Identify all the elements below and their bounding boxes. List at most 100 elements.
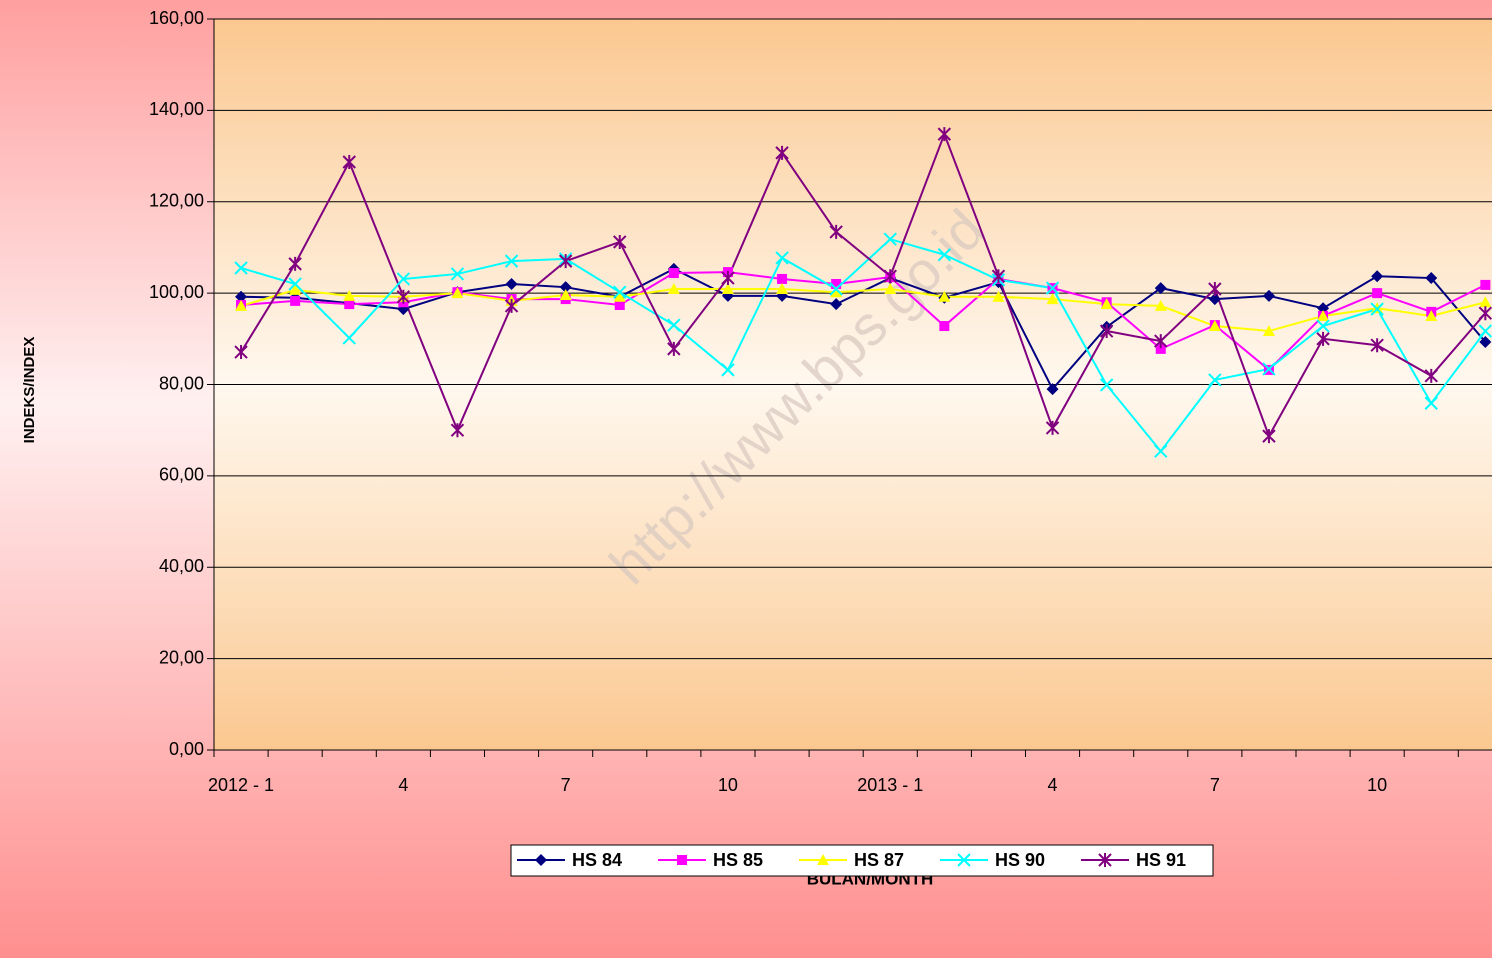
data-point	[504, 298, 519, 313]
data-point	[883, 269, 897, 284]
data-point	[830, 286, 843, 298]
data-point	[1478, 324, 1492, 338]
data-point	[1099, 324, 1114, 339]
data-point	[342, 331, 356, 345]
data-point	[344, 299, 355, 310]
data-point	[777, 273, 788, 284]
data-point	[289, 283, 302, 295]
data-point	[1479, 296, 1492, 308]
data-point	[1208, 282, 1222, 297]
data-point	[1316, 331, 1330, 346]
data-point	[1425, 272, 1438, 285]
data-point	[884, 283, 897, 295]
y-tick-label: 0,00	[169, 739, 204, 759]
data-point	[505, 277, 518, 290]
data-point	[450, 267, 465, 281]
x-tick-label: 7	[1210, 775, 1220, 795]
data-point	[1317, 309, 1330, 321]
data-point	[1424, 368, 1438, 383]
data-point	[396, 289, 411, 304]
data-point	[559, 281, 572, 294]
x-tick-label: 2013 - 1	[857, 775, 923, 795]
legend-label: HS 90	[995, 850, 1045, 870]
y-tick-label: 120,00	[149, 191, 204, 211]
data-point	[290, 295, 301, 306]
data-point	[829, 282, 843, 296]
data-point	[1372, 288, 1383, 299]
data-point	[939, 321, 950, 332]
data-point	[558, 254, 573, 269]
data-point	[1262, 289, 1275, 302]
series-line	[240, 238, 1487, 453]
legend-label: HS 85	[713, 850, 763, 870]
y-axis-title: INDEKS/INDEX	[21, 337, 38, 444]
data-point	[1208, 293, 1221, 306]
data-point	[1154, 299, 1167, 311]
data-point	[1154, 282, 1167, 295]
data-point	[776, 283, 789, 295]
data-point	[937, 127, 952, 142]
data-point	[288, 277, 302, 291]
data-point	[450, 423, 465, 438]
data-point	[343, 289, 356, 301]
legend-marker	[1098, 853, 1112, 867]
data-point	[991, 269, 1006, 284]
x-tick-label: 4	[1048, 775, 1058, 795]
data-point	[1370, 338, 1384, 353]
data-point	[721, 271, 735, 286]
data-point	[938, 290, 951, 302]
data-point	[667, 341, 681, 356]
data-point	[1478, 306, 1492, 321]
data-point	[667, 318, 681, 332]
legend-marker	[535, 854, 547, 866]
data-point	[1045, 281, 1060, 295]
data-point	[613, 285, 627, 299]
data-point	[614, 300, 625, 311]
data-point	[342, 155, 356, 170]
data-point	[1371, 270, 1384, 283]
y-tick-label: 60,00	[159, 465, 204, 485]
data-point	[1425, 309, 1438, 321]
y-tick-label: 80,00	[159, 373, 204, 393]
data-point	[1262, 362, 1276, 376]
data-point	[1045, 420, 1060, 435]
data-point	[613, 234, 627, 249]
legend-marker	[817, 854, 829, 865]
data-point	[1262, 325, 1275, 337]
legend-label: HS 87	[854, 850, 904, 870]
data-point	[1046, 383, 1059, 396]
data-point	[1316, 319, 1330, 333]
y-tick-label: 140,00	[149, 99, 204, 119]
data-point	[1154, 334, 1168, 349]
legend-marker	[957, 853, 971, 867]
data-point	[1046, 293, 1059, 305]
data-point	[451, 287, 464, 299]
x-tick-label: 2012 - 1	[208, 775, 274, 795]
data-point	[721, 283, 734, 295]
data-point	[668, 268, 679, 279]
data-point	[831, 278, 842, 289]
data-point	[830, 298, 843, 311]
data-point	[1155, 343, 1166, 354]
data-point	[396, 272, 411, 286]
data-point	[1480, 279, 1491, 290]
data-point	[829, 224, 843, 239]
legend-label: HS 84	[572, 850, 622, 870]
y-tick-label: 160,00	[149, 8, 204, 28]
data-point	[1479, 336, 1492, 349]
data-point	[235, 299, 248, 311]
data-point	[613, 290, 626, 302]
legend-label: HS 91	[1136, 850, 1186, 870]
series-line	[240, 288, 1486, 333]
data-point	[234, 261, 248, 275]
data-point	[775, 145, 789, 160]
data-point	[1208, 373, 1222, 387]
data-point	[504, 254, 519, 268]
data-point	[1099, 378, 1114, 392]
data-point	[288, 256, 302, 271]
data-point	[1424, 396, 1438, 410]
data-point	[559, 288, 572, 300]
data-point	[775, 251, 789, 265]
